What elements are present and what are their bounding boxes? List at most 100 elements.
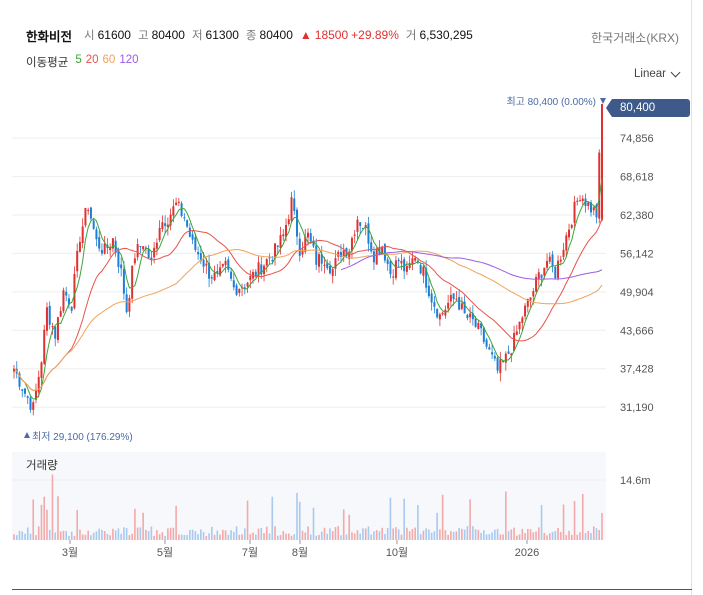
exchange-label: 한국거래소(KRX) <box>591 31 679 45</box>
y-tick-label: 43,666 <box>620 325 654 337</box>
volume-bar <box>153 535 155 540</box>
volume-bar <box>318 534 320 540</box>
volume-bar <box>128 535 131 540</box>
volume-bar <box>395 527 397 540</box>
panel-bottom-border <box>12 589 692 590</box>
candle-body <box>186 220 189 227</box>
candle-body <box>386 259 389 264</box>
volume-bar <box>285 533 287 540</box>
candle-body <box>460 303 463 309</box>
current-price-tag: 80,400 <box>606 99 690 117</box>
candle-body <box>230 271 233 279</box>
volume-bar <box>271 496 274 540</box>
volume-bar <box>103 531 106 540</box>
volume-bar <box>202 532 205 540</box>
candle-body <box>513 332 516 351</box>
candle-body <box>529 297 532 301</box>
candle-body <box>260 264 263 275</box>
volume-bar <box>441 494 444 540</box>
candle-body <box>378 246 381 255</box>
volume-bar <box>301 530 304 540</box>
volume-bar <box>535 531 537 540</box>
volume-bar <box>73 535 76 540</box>
volume-bar <box>161 532 164 540</box>
candle-body <box>537 272 540 280</box>
volume-bar <box>120 533 122 540</box>
candle-body <box>532 291 535 297</box>
candle-body <box>78 241 81 252</box>
x-tick-label: 2026 <box>515 547 539 559</box>
change-value: 18500 <box>314 28 349 42</box>
candle-body <box>474 318 477 327</box>
volume-bar <box>216 530 219 540</box>
volume-bar <box>180 534 183 540</box>
candle-body <box>213 272 216 281</box>
volume-bar <box>499 534 502 540</box>
candle-body <box>153 247 156 258</box>
candle-body <box>515 331 518 335</box>
volume-bar <box>334 527 337 540</box>
scale-dropdown[interactable]: Linear <box>634 67 681 80</box>
candle-body <box>455 298 458 300</box>
volume-bar <box>419 534 422 540</box>
candle-body <box>265 259 268 266</box>
volume-bar <box>362 528 364 540</box>
volume-bar <box>570 534 573 540</box>
candle-body <box>34 390 37 400</box>
volume-bar <box>106 533 109 540</box>
candle-body <box>62 290 65 312</box>
close-value: 80400 <box>259 28 293 42</box>
candle-body <box>573 201 576 223</box>
ma-legend-item-60[interactable]: 60 <box>102 54 116 66</box>
volume-bar <box>112 528 114 540</box>
candle-body <box>287 219 290 225</box>
candle-body <box>381 246 384 255</box>
candle-body <box>40 362 43 378</box>
volume-bar <box>452 531 455 540</box>
candle-body <box>361 227 364 229</box>
volume-bar <box>282 531 285 540</box>
ma-legend-item-5[interactable]: 5 <box>75 54 82 66</box>
candle-body <box>89 207 92 219</box>
candle-body <box>425 268 428 288</box>
volume-bar <box>136 527 139 540</box>
volume-bar <box>156 530 158 540</box>
candle-body <box>150 257 153 260</box>
annotations: 최고 80,400 (0.00%) 최저 29,100 (176.29%) <box>24 96 606 443</box>
candle-body <box>554 267 557 279</box>
volume-bar <box>389 497 392 540</box>
candle-body <box>117 251 120 268</box>
candle-body <box>199 253 202 262</box>
x-tick-label: 7월 <box>242 546 258 559</box>
candle-body <box>158 227 161 241</box>
candle-body <box>95 229 98 240</box>
candle-body <box>491 352 494 355</box>
volume-bar <box>219 534 221 540</box>
volume-bar <box>551 531 554 540</box>
volume-bar <box>81 534 84 540</box>
volume-bar <box>513 527 515 540</box>
candle-body <box>122 269 125 294</box>
volume-bar <box>386 527 389 540</box>
volume-bar <box>474 529 477 540</box>
candle-body <box>243 287 246 289</box>
ma-legend-item-20[interactable]: 20 <box>85 54 99 66</box>
volume-bar <box>244 528 246 540</box>
ma-legend-item-120[interactable]: 120 <box>119 54 139 66</box>
volume-bar <box>488 534 491 540</box>
volume-bar <box>70 531 73 540</box>
volume-bar <box>183 534 186 540</box>
candle-body <box>557 260 560 279</box>
y-axis: 74,856 68,618 62,380 56,142 49,904 43,666 37,4… <box>620 133 654 487</box>
volume-bar <box>59 531 62 540</box>
candle-body <box>51 326 54 328</box>
candle-body <box>18 373 21 387</box>
candle-body <box>598 152 601 219</box>
volume-bar <box>494 529 496 540</box>
volume-bar <box>172 527 175 540</box>
high-label: 고 <box>137 30 149 42</box>
volume-bar <box>43 496 46 540</box>
volume-bar <box>381 527 383 540</box>
volume-bar <box>76 509 78 540</box>
